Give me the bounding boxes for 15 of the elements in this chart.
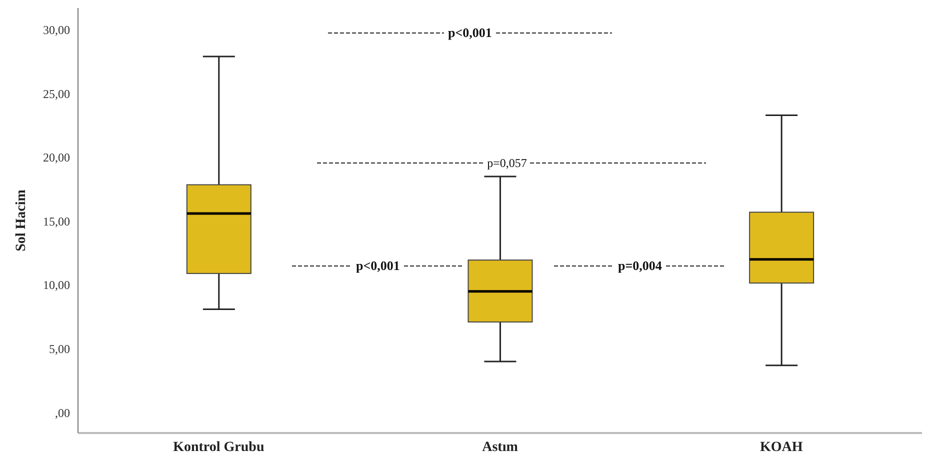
annotation: p=0,004 — [618, 258, 662, 273]
y-tick-label: 30,00 — [43, 22, 70, 37]
annotation: p=0,057 — [487, 156, 527, 170]
x-tick-label: KOAH — [760, 440, 803, 455]
y-tick-label: 5,00 — [49, 342, 70, 356]
y-tick-label: 10,00 — [43, 278, 70, 292]
x-tick-label: Astım — [482, 440, 518, 455]
y-tick-label: 20,00 — [43, 150, 70, 165]
x-tick-label: Kontrol Grubu — [173, 440, 264, 455]
annotation: p<0,001 — [448, 25, 492, 40]
y-tick-label: ,00 — [55, 406, 70, 420]
y-tick-label: 15,00 — [43, 214, 70, 228]
y-tick-label: 25,00 — [43, 86, 70, 101]
annotation: p<0,001 — [356, 258, 400, 273]
y-axis-title: Sol Hacim — [14, 189, 29, 252]
